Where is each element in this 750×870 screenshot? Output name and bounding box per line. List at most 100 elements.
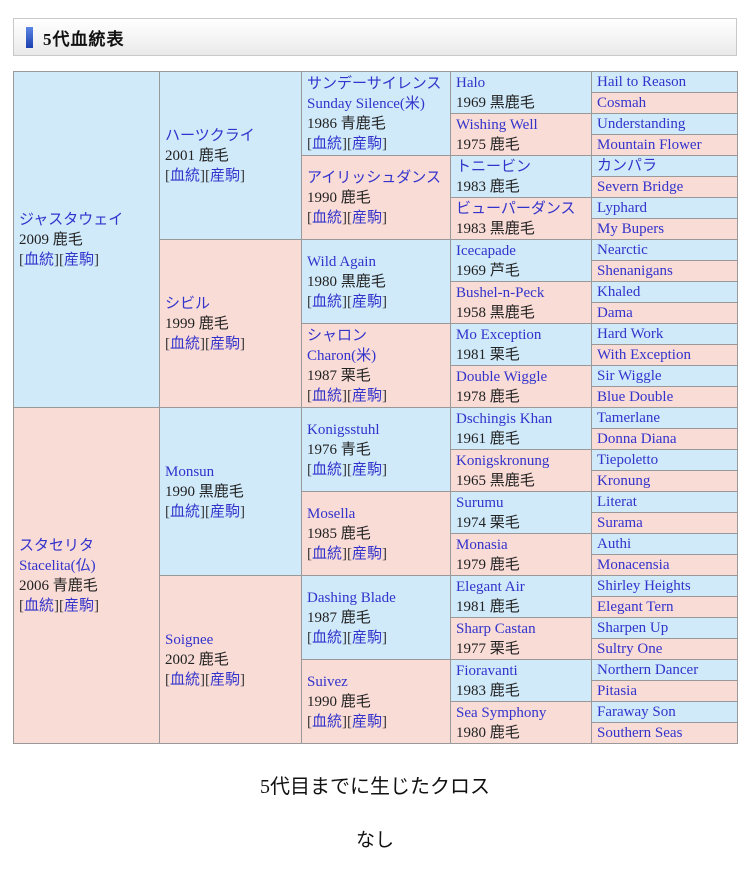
horse-name-link[interactable]: Hard Work [597, 326, 664, 342]
horse-name-link[interactable]: Sharp Castan [456, 620, 536, 637]
offspring-link[interactable]: 産駒 [352, 629, 383, 646]
year-coat-text: 1981 栗毛 [456, 346, 520, 363]
horse-name-link[interactable]: Lyphard [597, 200, 647, 216]
offspring-link[interactable]: 産駒 [352, 209, 383, 226]
horse-name-link[interactable]: Surumu [456, 494, 504, 511]
section-header: 5代血統表 [13, 18, 737, 56]
horse-name-link[interactable]: Mountain Flower [597, 137, 702, 153]
offspring-link[interactable]: 産駒 [352, 545, 383, 562]
bloodline-link[interactable]: 血統 [312, 545, 343, 562]
horse-name-link[interactable]: Dama [597, 305, 633, 321]
horse-name-link[interactable]: サンデーサイレンス [307, 75, 442, 92]
horse-name-link[interactable]: Konigskronung [456, 452, 550, 469]
horse-name-link[interactable]: My Bupers [597, 221, 665, 237]
bloodline-link[interactable]: 血統 [170, 503, 201, 520]
horse-name-link[interactable]: Sharpen Up [597, 620, 669, 636]
offspring-link[interactable]: 産駒 [352, 135, 383, 152]
horse-name-link[interactable]: Icecapade [456, 242, 516, 259]
horse-name-link[interactable]: アイリッシュダンス [307, 169, 441, 186]
horse-name-link[interactable]: Sultry One [597, 641, 663, 657]
bloodline-link[interactable]: 血統 [24, 251, 55, 268]
horse-name-link[interactable]: スタセリタ [19, 537, 95, 554]
horse-name-link[interactable]: Halo [456, 74, 486, 91]
horse-name-link[interactable]: Soignee [165, 631, 214, 648]
horse-name-link[interactable]: Cosmah [597, 95, 647, 111]
year-coat-text: 2006 青鹿毛 [19, 577, 98, 594]
offspring-link[interactable]: 産駒 [64, 597, 95, 614]
horse-name-link[interactable]: Sir Wiggle [597, 368, 662, 384]
horse-name-en-link[interactable]: Charon(米) [307, 347, 377, 364]
horse-name-link[interactable]: Monacensia [597, 557, 670, 573]
horse-name-link[interactable]: Blue Double [597, 389, 674, 405]
horse-name-link[interactable]: Sea Symphony [456, 704, 547, 721]
horse-name-link[interactable]: Dashing Blade [307, 589, 396, 606]
horse-name-link[interactable]: シビル [165, 295, 211, 312]
horse-name-en-link[interactable]: Stacelita(仏) [19, 557, 96, 574]
horse-name-link[interactable]: Tamerlane [597, 410, 661, 426]
bloodline-link[interactable]: 血統 [170, 335, 201, 352]
horse-name-link[interactable]: Kronung [597, 473, 651, 489]
horse-name-link[interactable]: Southern Seas [597, 725, 683, 741]
horse-name-link[interactable]: Authi [597, 536, 632, 552]
offspring-link[interactable]: 産駒 [210, 335, 241, 352]
horse-name-link[interactable]: Understanding [597, 116, 686, 132]
pedigree-cell-gen4-0: Halo 1969 黒鹿毛 [450, 71, 592, 114]
horse-name-link[interactable]: Literat [597, 494, 637, 510]
horse-name-link[interactable]: Surama [597, 515, 643, 531]
horse-name-link[interactable]: ジャスタウェイ [19, 211, 124, 228]
offspring-link[interactable]: 産駒 [210, 167, 241, 184]
horse-name-link[interactable]: Mosella [307, 505, 356, 522]
horse-name-link[interactable]: Nearctic [597, 242, 648, 258]
horse-name-link[interactable]: ハーツクライ [165, 127, 255, 144]
horse-name-link[interactable]: Faraway Son [597, 704, 676, 720]
horse-name-link[interactable]: Donna Diana [597, 431, 677, 447]
bloodline-link[interactable]: 血統 [312, 713, 343, 730]
horse-name-link[interactable]: Pitasia [597, 683, 637, 699]
horse-name-link[interactable]: Monsun [165, 463, 215, 480]
horse-name-link[interactable]: Suivez [307, 673, 348, 690]
horse-name-link[interactable]: Dschingis Khan [456, 410, 553, 427]
horse-name-link[interactable]: Elegant Tern [597, 599, 674, 615]
horse-name-link[interactable]: Wild Again [307, 253, 376, 270]
bloodline-link[interactable]: 血統 [312, 209, 343, 226]
bloodline-link[interactable]: 血統 [312, 293, 343, 310]
pedigree-row: Blue Double [14, 386, 738, 408]
horse-name-link[interactable]: Fioravanti [456, 662, 518, 679]
horse-name-link[interactable]: トニービン [456, 158, 532, 175]
horse-name-link[interactable]: Tiepoletto [597, 452, 659, 468]
bloodline-link[interactable]: 血統 [312, 629, 343, 646]
offspring-link[interactable]: 産駒 [210, 503, 241, 520]
offspring-link[interactable]: 産駒 [210, 671, 241, 688]
horse-name-link[interactable]: Severn Bridge [597, 179, 684, 195]
horse-name-link[interactable]: Hail to Reason [597, 74, 687, 90]
horse-name-link[interactable]: Konigsstuhl [307, 421, 380, 438]
horse-name-link[interactable]: シャロン [307, 327, 368, 344]
offspring-link[interactable]: 産駒 [352, 461, 383, 478]
horse-name-link[interactable]: Wishing Well [456, 116, 538, 133]
offspring-link[interactable]: 産駒 [352, 293, 383, 310]
bloodline-link[interactable]: 血統 [170, 671, 201, 688]
horse-name-link[interactable]: Elegant Air [456, 578, 525, 595]
horse-name-link[interactable]: Shirley Heights [597, 578, 691, 594]
horse-name-link[interactable]: Northern Dancer [597, 662, 699, 678]
bloodline-link[interactable]: 血統 [312, 135, 343, 152]
bloodline-link[interactable]: 血統 [312, 387, 343, 404]
horse-name-link[interactable]: ビューパーダンス [456, 200, 576, 217]
horse-name-link[interactable]: カンパラ [597, 158, 658, 174]
horse-name-en-link[interactable]: Sunday Silence(米) [307, 95, 425, 112]
offspring-link[interactable]: 産駒 [352, 713, 383, 730]
horse-name-link[interactable]: Shenanigans [597, 263, 673, 279]
horse-name-link[interactable]: Khaled [597, 284, 641, 300]
offspring-link[interactable]: 産駒 [64, 251, 95, 268]
cell-links: [血統][産駒] [19, 597, 100, 614]
offspring-link[interactable]: 産駒 [352, 387, 383, 404]
horse-name-link[interactable]: Mo Exception [456, 326, 542, 343]
bloodline-link[interactable]: 血統 [170, 167, 201, 184]
bloodline-link[interactable]: 血統 [24, 597, 55, 614]
horse-name-link[interactable]: Double Wiggle [456, 368, 548, 385]
pedigree-cell-gen4-1: Wishing Well 1975 鹿毛 [450, 113, 592, 156]
horse-name-link[interactable]: Bushel-n-Peck [456, 284, 545, 301]
horse-name-link[interactable]: Monasia [456, 536, 508, 553]
bloodline-link[interactable]: 血統 [312, 461, 343, 478]
horse-name-link[interactable]: With Exception [597, 347, 691, 363]
